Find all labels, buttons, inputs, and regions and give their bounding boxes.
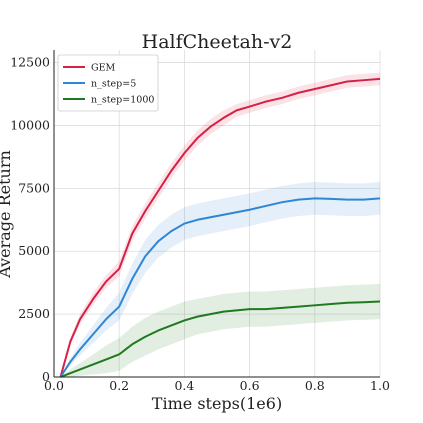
y-tick-label: 2500 <box>18 306 50 321</box>
y-tick-label: 7500 <box>18 180 50 195</box>
series-line-0 <box>59 77 381 378</box>
tick-labels: 0.0 0.2 0.4 0.6 0.8 1.0 0 2500 5000 7500 10000 1250… <box>10 55 390 393</box>
series-line-2 <box>60 300 381 378</box>
y-tick-label: 5000 <box>18 243 50 258</box>
chart-title: HalfCheetah-v2 <box>142 31 293 53</box>
x-tick-label: 0.6 <box>240 378 260 393</box>
x-tick-label: 0.8 <box>305 378 325 393</box>
axes <box>53 50 380 378</box>
series-line-1 <box>59 197 381 378</box>
legend-label-0: GEM <box>91 63 116 74</box>
y-axis-label: Average Return <box>0 150 14 279</box>
y-tick-label: 12500 <box>10 55 50 70</box>
legend-box <box>57 54 159 112</box>
y-tick-label: 10000 <box>10 117 50 132</box>
x-tick-label: 0.2 <box>109 378 129 393</box>
y-tick-label: 0 <box>42 369 50 384</box>
series-band-2 <box>60 283 381 377</box>
confidence-bands <box>60 72 381 377</box>
legend-label-2: n_step=1000 <box>91 95 154 106</box>
legend-label-1: n_step=5 <box>91 79 136 90</box>
x-tick-label: 1.0 <box>370 378 390 393</box>
x-tick-label: 0.4 <box>174 378 194 393</box>
x-axis-label: Time steps(1e6) <box>152 394 282 413</box>
x-tick-label: 0.0 <box>44 378 64 393</box>
series-lines <box>59 77 381 378</box>
series-band-1 <box>60 182 381 377</box>
legend: GEM n_step=5 n_step=1000 <box>57 54 159 112</box>
